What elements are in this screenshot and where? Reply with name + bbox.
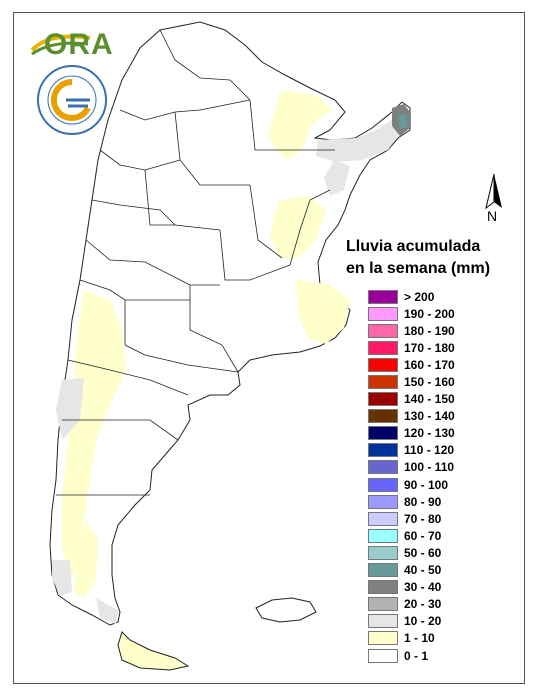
- legend-item: 120 - 130: [368, 425, 455, 442]
- legend-item: 50 - 60: [368, 544, 455, 561]
- rain-area-misiones-grey: [316, 115, 402, 162]
- legend-swatch: [368, 597, 398, 612]
- legend-label: 10 - 20: [404, 614, 442, 629]
- legend-label: 180 - 190: [404, 323, 455, 338]
- rain-area-andes-south: [74, 520, 98, 598]
- legend-title-line2: en la semana (mm): [346, 260, 491, 277]
- north-letter: N: [487, 208, 498, 224]
- legend-label: 20 - 30: [404, 597, 442, 612]
- legend-swatch: [368, 545, 398, 560]
- legend-item: 130 - 140: [368, 408, 455, 425]
- rain-area-misiones-teal: [398, 114, 408, 130]
- rain-area-santacruz-grey: [52, 560, 72, 596]
- legend-item: 20 - 30: [368, 596, 455, 613]
- legend-item: 190 - 200: [368, 305, 455, 322]
- malvinas-islands: [255, 597, 317, 623]
- legend-swatch: [368, 477, 398, 492]
- legend-swatch: [368, 289, 398, 304]
- legend-label: 170 - 180: [404, 340, 455, 355]
- rain-area-northeast: [268, 90, 332, 160]
- legend-item: 80 - 90: [368, 493, 455, 510]
- legend-label: 160 - 170: [404, 357, 455, 372]
- legend-label: 80 - 90: [404, 494, 442, 509]
- legend-item: 180 - 190: [368, 322, 455, 339]
- legend-label: 1 - 10: [404, 631, 435, 646]
- legend-swatch: [368, 426, 398, 441]
- map-frame: [13, 12, 525, 684]
- legend-item: 0 - 1: [368, 647, 455, 664]
- legend-label: 90 - 100: [404, 477, 449, 492]
- legend-item: 60 - 70: [368, 527, 455, 544]
- legend-title: Lluvia acumulada en la semana (mm): [346, 236, 526, 280]
- legend-label: 70 - 80: [404, 511, 442, 526]
- legend-swatch: [368, 392, 398, 407]
- legend-label: 130 - 140: [404, 409, 455, 424]
- legend-item: 170 - 180: [368, 339, 455, 356]
- ora-logo: [30, 34, 91, 56]
- legend-swatch: [368, 375, 398, 390]
- legend-item: 160 - 170: [368, 356, 455, 373]
- legend-label: 150 - 160: [404, 375, 455, 390]
- legend-label: 120 - 130: [404, 426, 455, 441]
- legend-swatch: [368, 511, 398, 526]
- province-boundaries: [56, 29, 335, 496]
- legend-label: > 200: [404, 289, 435, 304]
- legend-swatch: [368, 631, 398, 646]
- legend-swatch: [368, 357, 398, 372]
- north-arrow-icon: [485, 173, 502, 210]
- legend-swatch: [368, 494, 398, 509]
- legend-swatch: [368, 306, 398, 321]
- legend-item: 1 - 10: [368, 630, 455, 647]
- legend-item: 30 - 40: [368, 579, 455, 596]
- tierra-del-fuego: [117, 631, 190, 671]
- rain-area-entre-rios: [270, 196, 326, 258]
- legend-swatch: [368, 323, 398, 338]
- legend-swatch: [368, 614, 398, 629]
- legend-label: 190 - 200: [404, 306, 455, 321]
- legend-item: 100 - 110: [368, 459, 455, 476]
- legend-label: 100 - 110: [404, 460, 455, 475]
- legend-label: 50 - 60: [404, 545, 442, 560]
- rain-area-neuquen-grey: [56, 378, 84, 440]
- legend-item: 70 - 80: [368, 510, 455, 527]
- legend-swatch: [368, 580, 398, 595]
- legend-item: > 200: [368, 288, 455, 305]
- legend-item: 110 - 120: [368, 442, 455, 459]
- legend-item: 140 - 150: [368, 391, 455, 408]
- legend-swatch: [368, 409, 398, 424]
- rain-area-corrientes-grey: [324, 160, 350, 196]
- legend-title-line1: Lluvia acumulada: [346, 238, 481, 255]
- rain-area-buenos-aires: [296, 280, 350, 344]
- legend-label: 60 - 70: [404, 528, 442, 543]
- legend-label: 0 - 1: [404, 648, 429, 663]
- legend-swatch: [368, 528, 398, 543]
- legend-label: 110 - 120: [404, 443, 455, 458]
- legend-item: 40 - 50: [368, 562, 455, 579]
- legend-label: 30 - 40: [404, 580, 442, 595]
- legend-swatch: [368, 443, 398, 458]
- legend-swatch: [368, 563, 398, 578]
- legend-item: 10 - 20: [368, 613, 455, 630]
- legend-item: 150 - 160: [368, 373, 455, 390]
- rain-area-south-tip-grey: [96, 598, 118, 624]
- legend-swatch: [368, 340, 398, 355]
- ora-logo-text: ORA: [44, 28, 114, 61]
- legend: > 200 190 - 200 180 - 190 170 - 180 160 - 17…: [368, 288, 455, 664]
- legend-item: 90 - 100: [368, 476, 455, 493]
- smn-logo: [37, 65, 107, 135]
- legend-swatch: [368, 648, 398, 663]
- legend-label: 140 - 150: [404, 392, 455, 407]
- legend-label: 40 - 50: [404, 563, 442, 578]
- legend-swatch: [368, 460, 398, 475]
